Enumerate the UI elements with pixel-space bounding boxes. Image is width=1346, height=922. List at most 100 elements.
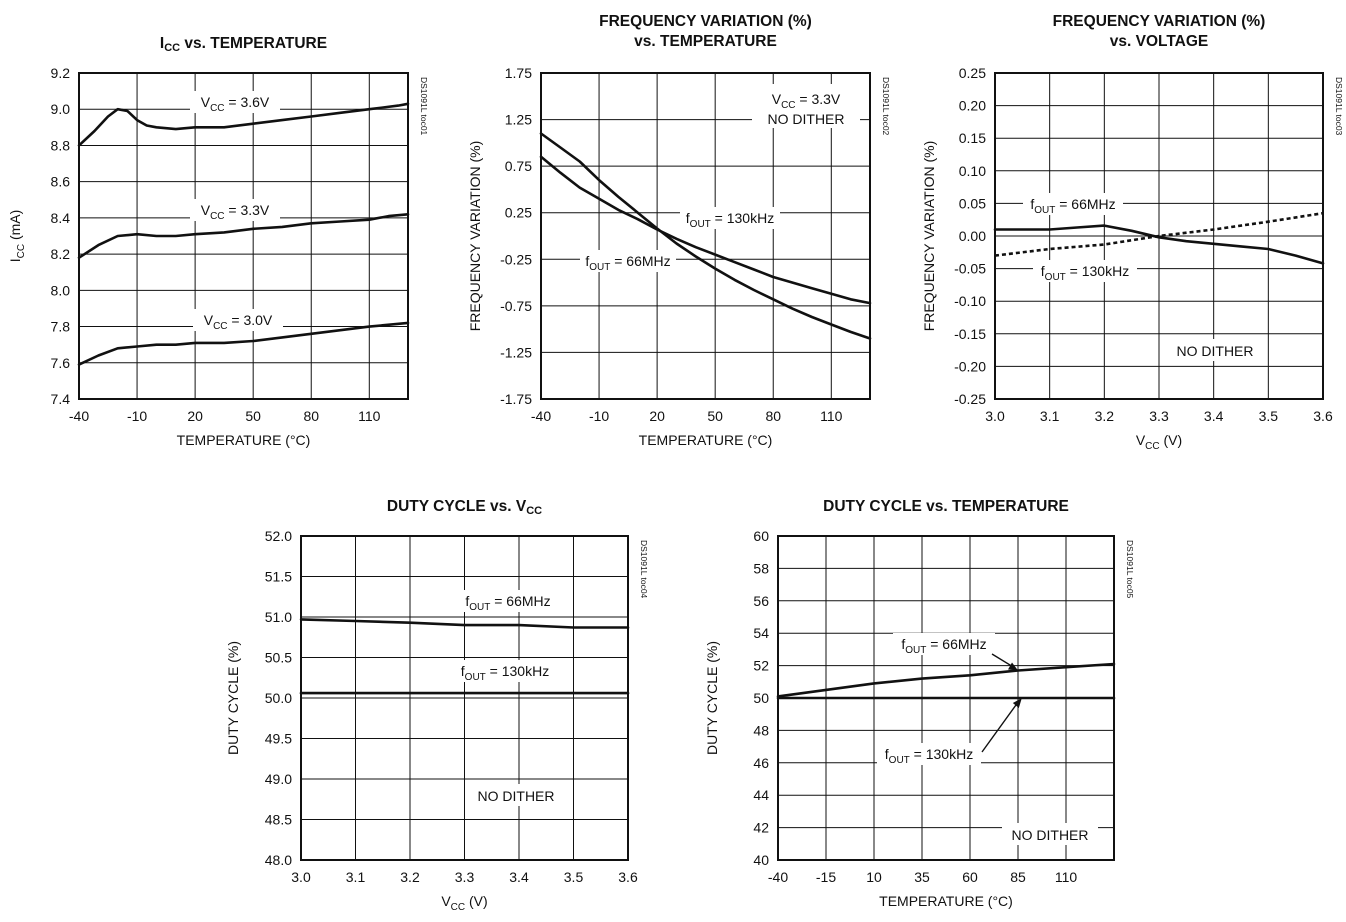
y-tick-label: -0.15 (954, 326, 986, 342)
series-label-bg (453, 660, 557, 682)
series-label-1-rest: = 66MHz (926, 636, 986, 652)
y-tick-label: 0.15 (959, 130, 986, 146)
series-label-2-rest: = 130kHz (711, 210, 774, 226)
x-tick-label: 110 (820, 408, 843, 424)
chart-title-main: I (160, 35, 164, 52)
series-label-1-main: f (585, 253, 589, 269)
y-tick-label: 48 (753, 722, 769, 738)
arrow-line (991, 653, 1015, 669)
y-tick-label: 42 (753, 820, 769, 836)
x-axis-label-rest: (V) (1160, 432, 1183, 448)
y-tick-label: 7.4 (51, 391, 71, 407)
y-tick-label: 9.2 (51, 65, 71, 81)
doc-id: DS1091L toc01 (419, 77, 429, 136)
y-tick-label: 50 (753, 690, 769, 706)
doc-id-group: DS1091L toc03 (1334, 77, 1344, 136)
x-tick-label: 3.1 (1040, 408, 1060, 424)
x-tick-label: 3.0 (291, 869, 311, 885)
doc-id-group: DS1091L toc04 (639, 540, 649, 599)
y-axis-label: DUTY CYCLE (%) (704, 641, 720, 755)
x-tick-label: 20 (187, 408, 203, 424)
y-axis-label-main: I (7, 258, 23, 262)
chart-title-main: DUTY CYCLE vs. V (387, 498, 527, 515)
x-tick-label: 3.2 (400, 869, 420, 885)
y-tick-label: 0.25 (505, 205, 532, 221)
x-tick-label: 50 (707, 408, 723, 424)
x-tick-label: 3.4 (1204, 408, 1224, 424)
series-label-1-sub: OUT (905, 645, 926, 656)
y-tick-label: -0.20 (954, 358, 986, 374)
y-axis-label-group: FREQUENCY VARIATION (%) (921, 141, 937, 332)
series-label-1-rest: = 66MHz (490, 593, 550, 609)
series-label-2-main: f (1041, 263, 1045, 279)
series-label-2: fOUT = 130kHz (1041, 263, 1129, 283)
series-label-2-sub: OUT (465, 672, 486, 683)
series-label-bg (877, 743, 981, 765)
y-tick-label: 8.2 (51, 246, 71, 262)
series-label-3-sub: CC (213, 321, 227, 332)
plot-frame (540, 72, 871, 400)
annotation-bg (1002, 823, 1098, 845)
annotation-no-dither: NO DITHER (478, 788, 555, 804)
y-tick-label: 1.75 (505, 65, 532, 81)
y-tick-label: -0.05 (954, 261, 986, 277)
x-tick-label: 3.5 (1259, 408, 1279, 424)
series-label-2: fOUT = 130kHz (885, 746, 973, 766)
series-label-bg (580, 250, 676, 272)
x-axis-label-rest: (V) (465, 893, 488, 909)
series-label-1-sub: CC (210, 103, 224, 114)
x-tick-label: 3.6 (618, 869, 638, 885)
doc-id: DS1091L toc05 (1125, 540, 1135, 599)
x-tick-label: 80 (303, 408, 319, 424)
x-axis-label: TEMPERATURE (°C) (639, 432, 773, 448)
series-label-2: fOUT = 130kHz (461, 663, 549, 683)
x-tick-label: 3.0 (985, 408, 1005, 424)
plot-frame (78, 72, 409, 400)
chart-title-line2: vs. TEMPERATURE (634, 33, 777, 50)
x-tick-label: 80 (765, 408, 781, 424)
series-label-bg (680, 207, 780, 229)
chart-title: DUTY CYCLE vs. VCC (387, 498, 542, 517)
y-tick-label: 8.8 (51, 137, 71, 153)
annotation-vcc-main: V (772, 91, 782, 107)
series-label-bg (190, 91, 280, 113)
y-tick-label: 52.0 (265, 528, 292, 544)
y-axis-label: ICC (mA) (7, 210, 27, 263)
x-tick-label: -10 (589, 408, 609, 424)
series-label-1-sub: OUT (469, 602, 490, 613)
chart-duty-cycle-vs-vcc: 3.0 3.1 3.2 3.3 3.4 3.5 3.6 48.0 48.5 49.0 49.5 50.… (225, 498, 649, 913)
series-label-1-main: f (901, 636, 905, 652)
x-axis-label-main: V (1136, 432, 1146, 448)
series-label-2: fOUT = 130kHz (686, 210, 774, 230)
y-tick-label: 0.20 (959, 98, 986, 114)
y-tick-label: 0.75 (505, 158, 532, 174)
series-label-2-main: f (461, 663, 465, 679)
series-label-bg (190, 199, 280, 221)
y-tick-label: -0.25 (500, 251, 532, 267)
plot-frame (994, 72, 1324, 400)
y-axis-label: DUTY CYCLE (%) (225, 641, 241, 755)
annotation-bg (752, 84, 860, 128)
annotation-bg (1167, 339, 1263, 361)
series-label-2-rest: = 130kHz (910, 746, 973, 762)
y-tick-label: 51.0 (265, 609, 292, 625)
arrowhead (1012, 698, 1022, 708)
series-label-2-sub: CC (210, 211, 224, 222)
x-tick-label: 3.4 (509, 869, 529, 885)
y-tick-label: 8.4 (51, 210, 71, 226)
series-label-3-main: V (204, 312, 214, 328)
chart-title-line1: FREQUENCY VARIATION (%) (1053, 13, 1266, 30)
doc-id: DS1091L toc04 (639, 540, 649, 599)
x-tick-label: 50 (245, 408, 261, 424)
series-label-1-main: f (465, 593, 469, 609)
annotation-bg (468, 784, 564, 806)
y-axis-label-sub: CC (16, 244, 27, 258)
y-axis-label-group: DUTY CYCLE (%) (225, 641, 241, 755)
series-label-1: fOUT = 66MHz (465, 593, 550, 613)
y-axis-label-group: DUTY CYCLE (%) (704, 641, 720, 755)
y-tick-label: 1.25 (505, 112, 532, 128)
chart-title-rest: vs. TEMPERATURE (180, 35, 327, 52)
y-tick-label: 8.0 (51, 282, 71, 298)
x-tick-label: 35 (914, 869, 930, 885)
